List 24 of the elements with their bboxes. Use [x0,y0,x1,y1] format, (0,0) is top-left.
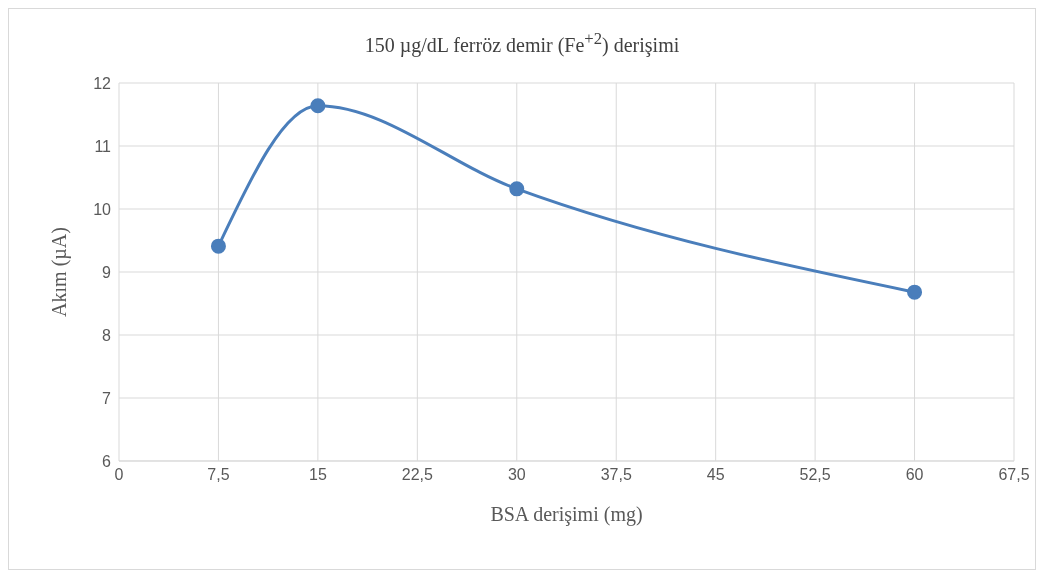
y-tick-label: 10 [93,200,112,218]
x-tick-label: 60 [905,466,924,484]
point [310,98,326,114]
y-tick-label: 6 [102,452,112,470]
point [509,181,525,197]
x-tick-label: 7,5 [207,466,230,484]
y-axis-title: Akım (µA) [48,227,72,317]
x-tick-label: 0 [114,466,124,484]
x-tick-label: 45 [706,466,725,484]
y-tick-label: 8 [102,326,112,344]
x-tick-label: 52,5 [799,466,831,484]
point [907,284,923,300]
y-tick-label: 9 [102,263,112,281]
x-tick-label: 67,5 [998,466,1030,484]
x-tick-label: 15 [308,466,327,484]
y-tick-label: 12 [93,74,112,92]
x-tick-label: 22,5 [401,466,434,484]
x-axis-title: BSA derişimi (mg) [490,503,643,526]
x-tick-label: 30 [507,466,526,484]
point [210,238,226,254]
chart-title: 150 µg/dL ferröz demir (Fe$^{+2}$) derişimi [363,29,681,57]
y-tick-label: 7 [102,389,112,407]
y-tick-label: 11 [94,137,112,155]
x-tick-label: 37,5 [600,466,632,484]
